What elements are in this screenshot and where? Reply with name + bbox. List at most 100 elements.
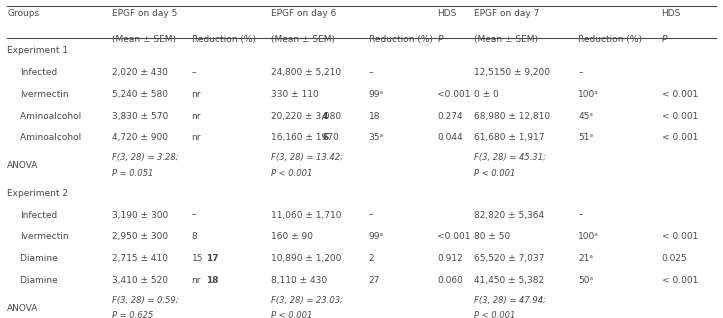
Text: 20,220 ± 3,080: 20,220 ± 3,080: [271, 112, 341, 121]
Text: Aminoalcohol: Aminoalcohol: [20, 133, 85, 142]
Text: 6: 6: [322, 133, 328, 142]
Text: 330 ± 110: 330 ± 110: [271, 90, 319, 99]
Text: P = 0.625: P = 0.625: [112, 311, 153, 318]
Text: 3,410 ± 520: 3,410 ± 520: [112, 276, 168, 285]
Text: 80 ± 50: 80 ± 50: [474, 232, 510, 241]
Text: –: –: [192, 68, 196, 77]
Text: 17: 17: [206, 254, 218, 263]
Text: Experiment 2: Experiment 2: [7, 189, 68, 198]
Text: 99ᵃ: 99ᵃ: [369, 90, 384, 99]
Text: P < 0.001: P < 0.001: [474, 169, 515, 178]
Text: 8,110 ± 430: 8,110 ± 430: [271, 276, 328, 285]
Text: Aminoalcohol: Aminoalcohol: [20, 112, 85, 121]
Text: 2: 2: [369, 254, 375, 263]
Text: –: –: [578, 68, 583, 77]
Text: 68,980 ± 12,810: 68,980 ± 12,810: [474, 112, 549, 121]
Text: 82,820 ± 5,364: 82,820 ± 5,364: [474, 211, 544, 219]
Text: < 0.001: < 0.001: [662, 232, 698, 241]
Text: < 0.001: < 0.001: [662, 276, 698, 285]
Text: 16,160 ± 1970: 16,160 ± 1970: [271, 133, 339, 142]
Text: 3,190 ± 300: 3,190 ± 300: [112, 211, 168, 219]
Text: 2,020 ± 430: 2,020 ± 430: [112, 68, 168, 77]
Text: 65,520 ± 7,037: 65,520 ± 7,037: [474, 254, 544, 263]
Text: (Mean ± SEM): (Mean ± SEM): [112, 35, 176, 44]
Text: F(3, 28) = 3.28;: F(3, 28) = 3.28;: [112, 153, 179, 162]
Text: < 0.001: < 0.001: [662, 133, 698, 142]
Text: Infected: Infected: [20, 68, 58, 77]
Text: P < 0.001: P < 0.001: [271, 311, 312, 318]
Text: EPGF on day 7: EPGF on day 7: [474, 9, 539, 18]
Text: 8: 8: [192, 232, 197, 241]
Text: EPGF on day 5: EPGF on day 5: [112, 9, 177, 18]
Text: 0.060: 0.060: [437, 276, 463, 285]
Text: –: –: [369, 68, 373, 77]
Text: P < 0.001: P < 0.001: [474, 311, 515, 318]
Text: Ivermectin: Ivermectin: [20, 90, 69, 99]
Text: F(3, 28) = 45.31;: F(3, 28) = 45.31;: [474, 153, 546, 162]
Text: F(3, 28) = 23.03;: F(3, 28) = 23.03;: [271, 296, 343, 305]
Text: F(3, 28) = 47.94;: F(3, 28) = 47.94;: [474, 296, 546, 305]
Text: –: –: [578, 211, 583, 219]
Text: HDS: HDS: [437, 9, 457, 18]
Text: 18: 18: [206, 276, 218, 285]
Text: 4: 4: [322, 112, 328, 121]
Text: Ivermectin: Ivermectin: [20, 232, 69, 241]
Text: 100ᵃ: 100ᵃ: [578, 232, 599, 241]
Text: 0.025: 0.025: [662, 254, 688, 263]
Text: Diamine: Diamine: [20, 254, 61, 263]
Text: –: –: [192, 211, 196, 219]
Text: P < 0.001: P < 0.001: [271, 169, 312, 178]
Text: 2,950 ± 300: 2,950 ± 300: [112, 232, 168, 241]
Text: 15: 15: [192, 254, 203, 263]
Text: –: –: [369, 211, 373, 219]
Text: 0.274: 0.274: [437, 112, 463, 121]
Text: Reduction (%): Reduction (%): [192, 35, 256, 44]
Text: Reduction (%): Reduction (%): [369, 35, 433, 44]
Text: 11,060 ± 1,710: 11,060 ± 1,710: [271, 211, 342, 219]
Text: nr: nr: [192, 112, 201, 121]
Text: Groups: Groups: [7, 9, 39, 18]
Text: 160 ± 90: 160 ± 90: [271, 232, 313, 241]
Text: nr: nr: [192, 276, 201, 285]
Text: nr: nr: [192, 133, 201, 142]
Text: Experiment 1: Experiment 1: [7, 46, 69, 55]
Text: F(3, 28) = 13.42;: F(3, 28) = 13.42;: [271, 153, 343, 162]
Text: 5,240 ± 580: 5,240 ± 580: [112, 90, 168, 99]
Text: < 0.001: < 0.001: [662, 90, 698, 99]
Text: 2,715 ± 410: 2,715 ± 410: [112, 254, 168, 263]
Text: 4,720 ± 900: 4,720 ± 900: [112, 133, 168, 142]
Text: EPGF on day 6: EPGF on day 6: [271, 9, 336, 18]
Text: 0 ± 0: 0 ± 0: [474, 90, 498, 99]
Text: 0.912: 0.912: [437, 254, 463, 263]
Text: <0.001: <0.001: [437, 232, 471, 241]
Text: 51ᵃ: 51ᵃ: [578, 133, 594, 142]
Text: <0.001: <0.001: [437, 90, 471, 99]
Text: 35ᵃ: 35ᵃ: [369, 133, 384, 142]
Text: 3,830 ± 570: 3,830 ± 570: [112, 112, 168, 121]
Text: 18: 18: [369, 112, 380, 121]
Text: 27: 27: [369, 276, 380, 285]
Text: 0.044: 0.044: [437, 133, 463, 142]
Text: 12,5150 ± 9,200: 12,5150 ± 9,200: [474, 68, 549, 77]
Text: 100ᵃ: 100ᵃ: [578, 90, 599, 99]
Text: nr: nr: [192, 90, 201, 99]
Text: Reduction (%): Reduction (%): [578, 35, 643, 44]
Text: 41,450 ± 5,382: 41,450 ± 5,382: [474, 276, 544, 285]
Text: 50ᵃ: 50ᵃ: [578, 276, 594, 285]
Text: HDS: HDS: [662, 9, 681, 18]
Text: 45ᵃ: 45ᵃ: [578, 112, 594, 121]
Text: 99ᵃ: 99ᵃ: [369, 232, 384, 241]
Text: 10,890 ± 1,200: 10,890 ± 1,200: [271, 254, 341, 263]
Text: < 0.001: < 0.001: [662, 112, 698, 121]
Text: ANOVA: ANOVA: [7, 161, 38, 170]
Text: ANOVA: ANOVA: [7, 304, 38, 313]
Text: Diamine: Diamine: [20, 276, 61, 285]
Text: P: P: [662, 35, 667, 44]
Text: F(3, 28) = 0.59;: F(3, 28) = 0.59;: [112, 296, 179, 305]
Text: 24,800 ± 5,210: 24,800 ± 5,210: [271, 68, 341, 77]
Text: 61,680 ± 1,917: 61,680 ± 1,917: [474, 133, 544, 142]
Text: P = 0.051: P = 0.051: [112, 169, 153, 178]
Text: (Mean ± SEM): (Mean ± SEM): [474, 35, 538, 44]
Text: P: P: [437, 35, 442, 44]
Text: Infected: Infected: [20, 211, 58, 219]
